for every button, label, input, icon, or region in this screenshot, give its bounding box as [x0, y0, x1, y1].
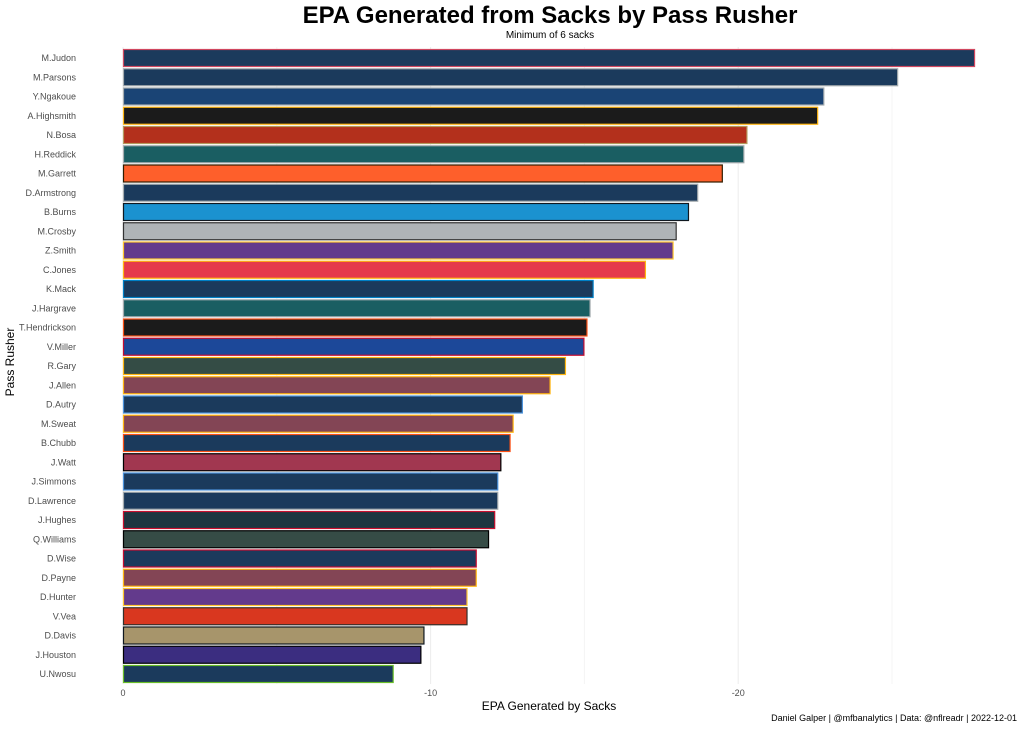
y-tick-label: C.Jones	[43, 265, 77, 275]
bar-r-gary	[122, 356, 567, 376]
bar-j-allen	[122, 376, 551, 395]
y-tick-label: Y.Ngakoue	[33, 92, 76, 102]
x-axis-ticks: 0 -10 -20	[120, 688, 744, 698]
x-tick-label: -20	[732, 688, 745, 698]
y-tick-label: D.Armstrong	[25, 188, 76, 198]
bar-m-crosby	[122, 222, 677, 241]
bar-b-chubb	[122, 433, 511, 453]
bar-d-hunter	[122, 587, 468, 607]
bar-a-highsmith	[122, 106, 819, 125]
y-tick-label: J.Simmons	[31, 477, 76, 487]
y-tick-label: M.Sweat	[41, 419, 77, 429]
bar-m-judon	[122, 48, 976, 68]
y-tick-label: D.Hunter	[40, 592, 76, 602]
y-tick-label: Q.Williams	[33, 534, 76, 544]
bars	[122, 48, 976, 684]
bar-u-nwosu	[122, 664, 394, 684]
bar-m-garrett	[122, 164, 723, 183]
y-tick-label: U.Nwosu	[39, 669, 76, 679]
bar-n-bosa	[122, 125, 748, 145]
x-axis-title: EPA Generated by Sacks	[482, 699, 617, 713]
y-tick-label: T.Hendrickson	[19, 323, 76, 333]
bar-j-simmons	[122, 472, 499, 491]
bar-j-watt	[122, 453, 502, 472]
y-tick-label: J.Watt	[51, 457, 77, 467]
bar-v-miller	[122, 337, 585, 356]
x-tick-label: 0	[120, 688, 125, 698]
chart-title: EPA Generated from Sacks by Pass Rusher	[302, 2, 798, 29]
y-tick-label: K.Mack	[46, 284, 77, 294]
bar-q-williams	[122, 530, 490, 549]
bar-h-reddick	[122, 145, 745, 164]
bar-y-ngakoue	[122, 87, 825, 106]
bar-k-mack	[122, 279, 594, 299]
bar-c-jones	[122, 260, 647, 279]
y-axis-title: Pass Rusher	[3, 328, 17, 397]
y-tick-label: V.Miller	[47, 342, 76, 352]
y-tick-label: B.Chubb	[41, 438, 76, 448]
bar-d-davis	[122, 626, 425, 645]
bar-d-wise	[122, 549, 477, 568]
y-tick-label: D.Autry	[46, 400, 77, 410]
bar-z-smith	[122, 241, 674, 260]
y-tick-label: J.Allen	[49, 380, 76, 390]
y-tick-label: J.Hargrave	[32, 303, 76, 313]
bar-m-parsons	[122, 68, 899, 87]
bar-t-hendrickson	[122, 318, 588, 337]
y-tick-label: J.Hughes	[38, 515, 77, 525]
bar-j-hughes	[122, 510, 496, 530]
y-tick-label: D.Wise	[47, 554, 76, 564]
y-tick-label: B.Burns	[44, 207, 77, 217]
bar-d-lawrence	[122, 491, 499, 510]
y-tick-label: M.Judon	[41, 53, 76, 63]
y-tick-label: M.Parsons	[33, 72, 77, 82]
y-axis-labels: M.Judon M.Parsons Y.Ngakoue A.Highsmith N.Bo…	[19, 53, 77, 679]
chart-caption: Daniel Galper | @mfbanalytics | Data: @n…	[771, 713, 1017, 723]
bar-b-burns	[122, 202, 690, 222]
bar-v-vea	[122, 607, 468, 626]
y-tick-label: N.Bosa	[46, 130, 76, 140]
y-tick-label: A.Highsmith	[27, 111, 76, 121]
y-tick-label: R.Gary	[47, 361, 76, 371]
y-tick-label: M.Garrett	[38, 169, 77, 179]
bar-d-autry	[122, 395, 523, 414]
y-tick-label: J.Houston	[35, 650, 76, 660]
y-tick-label: D.Lawrence	[28, 496, 76, 506]
bar-d-armstrong	[122, 183, 699, 202]
y-tick-label: H.Reddick	[34, 149, 76, 159]
chart-subtitle: Minimum of 6 sacks	[505, 30, 595, 41]
bar-d-payne	[122, 568, 477, 587]
bar-m-sweat	[122, 414, 514, 433]
bar-j-houston	[122, 645, 422, 664]
y-tick-label: D.Payne	[41, 573, 76, 583]
bar-j-hargrave	[122, 299, 591, 318]
y-tick-label: D.Davis	[44, 631, 76, 641]
x-tick-label: -10	[424, 688, 437, 698]
y-tick-label: M.Crosby	[37, 226, 76, 236]
y-tick-label: Z.Smith	[45, 246, 76, 256]
y-tick-label: V.Vea	[53, 611, 76, 621]
